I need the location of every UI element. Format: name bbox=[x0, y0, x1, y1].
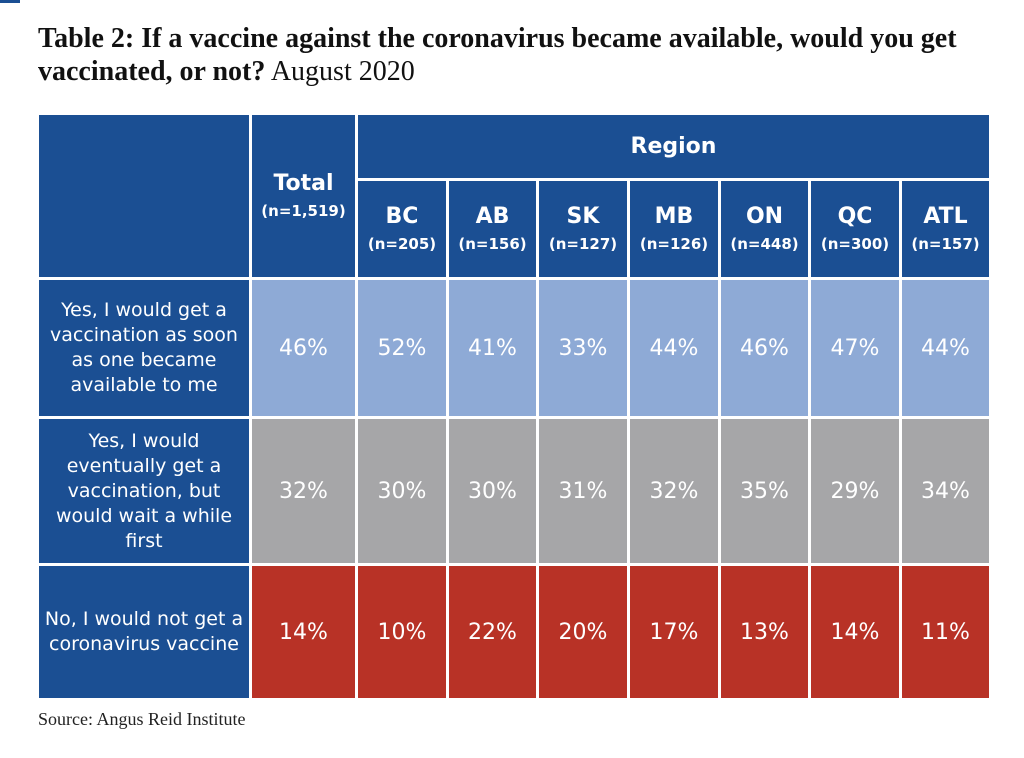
column-n-qc: (n=300) bbox=[820, 235, 890, 253]
cell-wait-a-while-mb: 32% bbox=[630, 419, 718, 563]
row-label-wait-a-while: Yes, I would eventually get a vaccinatio… bbox=[39, 419, 249, 563]
corner-header-cell bbox=[39, 115, 249, 277]
cell-get-asap-on: 46% bbox=[721, 280, 808, 416]
column-header-atl: ATL (n=157) bbox=[902, 181, 989, 277]
column-label-on: ON bbox=[745, 204, 784, 229]
column-n-sk: (n=127) bbox=[548, 235, 618, 253]
table-row-wait-a-while: Yes, I would eventually get a vaccinatio… bbox=[39, 419, 989, 563]
cell-would-not-qc: 14% bbox=[811, 566, 899, 698]
cell-get-asap-qc: 47% bbox=[811, 280, 899, 416]
column-n-bc: (n=205) bbox=[367, 235, 437, 253]
cell-wait-a-while-qc: 29% bbox=[811, 419, 899, 563]
column-n-mb: (n=126) bbox=[639, 235, 709, 253]
column-header-mb: MB (n=126) bbox=[630, 181, 718, 277]
column-header-qc: QC (n=300) bbox=[811, 181, 899, 277]
cell-wait-a-while-sk: 31% bbox=[539, 419, 627, 563]
column-header-total: Total (n=1,519) bbox=[252, 115, 355, 277]
source-note: Source: Angus Reid Institute bbox=[38, 709, 246, 729]
column-label-bc: BC bbox=[385, 204, 419, 229]
row-label-would-not: No, I would not get a coronavirus vaccin… bbox=[39, 566, 249, 698]
cell-wait-a-while-bc: 30% bbox=[358, 419, 446, 563]
column-header-on: ON (n=448) bbox=[721, 181, 808, 277]
column-header-bc: BC (n=205) bbox=[358, 181, 446, 277]
top-accent-rule bbox=[0, 0, 20, 3]
cell-get-asap-sk: 33% bbox=[539, 280, 627, 416]
cell-get-asap-ab: 41% bbox=[449, 280, 536, 416]
title-main: Table 2: If a vaccine against the corona… bbox=[38, 23, 957, 87]
cell-wait-a-while-on: 35% bbox=[721, 419, 808, 563]
column-label-atl: ATL bbox=[923, 204, 968, 229]
column-label-total: Total bbox=[273, 171, 334, 196]
cell-wait-a-while-total: 32% bbox=[252, 419, 355, 563]
table-row-would-not: No, I would not get a coronavirus vaccin… bbox=[39, 566, 989, 698]
column-n-atl: (n=157) bbox=[911, 235, 980, 253]
region-group-label: Region bbox=[630, 133, 717, 159]
row-label-get-asap: Yes, I would get a vaccination as soon a… bbox=[39, 280, 249, 416]
cell-would-not-sk: 20% bbox=[539, 566, 627, 698]
cell-get-asap-atl: 44% bbox=[902, 280, 989, 416]
region-group-header: Region bbox=[358, 115, 989, 178]
cell-get-asap-mb: 44% bbox=[630, 280, 718, 416]
cell-wait-a-while-atl: 34% bbox=[902, 419, 989, 563]
cell-get-asap-bc: 52% bbox=[358, 280, 446, 416]
column-header-sk: SK (n=127) bbox=[539, 181, 627, 277]
column-header-ab: AB (n=156) bbox=[449, 181, 536, 277]
cell-would-not-ab: 22% bbox=[449, 566, 536, 698]
column-n-ab: (n=156) bbox=[458, 235, 527, 253]
cell-would-not-total: 14% bbox=[252, 566, 355, 698]
column-label-sk: SK bbox=[566, 204, 600, 229]
cell-wait-a-while-ab: 30% bbox=[449, 419, 536, 563]
column-label-qc: QC bbox=[837, 204, 873, 229]
cell-get-asap-total: 46% bbox=[252, 280, 355, 416]
table-title: Table 2: If a vaccine against the corona… bbox=[38, 22, 998, 88]
vaccine-intention-table: Total (n=1,519) Region BC (n=205) AB (n=… bbox=[36, 112, 992, 701]
cell-would-not-on: 13% bbox=[721, 566, 808, 698]
column-n-total: (n=1,519) bbox=[261, 202, 346, 220]
column-label-mb: MB bbox=[654, 204, 694, 229]
column-n-on: (n=448) bbox=[730, 235, 799, 253]
cell-would-not-bc: 10% bbox=[358, 566, 446, 698]
table-row-get-asap: Yes, I would get a vaccination as soon a… bbox=[39, 280, 989, 416]
cell-would-not-atl: 11% bbox=[902, 566, 989, 698]
column-label-ab: AB bbox=[475, 204, 510, 229]
cell-would-not-mb: 17% bbox=[630, 566, 718, 698]
title-date: August 2020 bbox=[270, 56, 415, 87]
